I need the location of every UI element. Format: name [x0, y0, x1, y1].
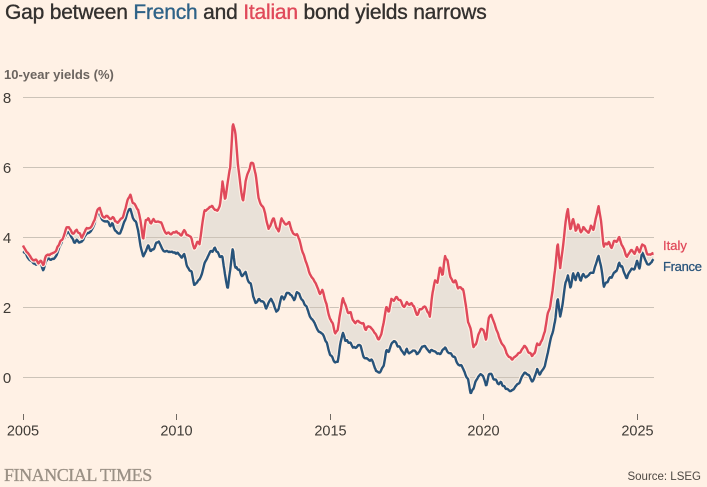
svg-text:6: 6 — [3, 160, 11, 177]
svg-text:2: 2 — [3, 300, 11, 317]
svg-text:2010: 2010 — [160, 424, 192, 440]
svg-text:France: France — [663, 259, 702, 274]
svg-text:2020: 2020 — [467, 424, 499, 440]
svg-text:2015: 2015 — [314, 424, 346, 440]
svg-text:8: 8 — [3, 90, 11, 107]
svg-text:Italy: Italy — [663, 238, 687, 253]
svg-text:4: 4 — [3, 230, 11, 247]
svg-text:0: 0 — [3, 370, 11, 387]
svg-text:2025: 2025 — [621, 424, 653, 440]
svg-text:2005: 2005 — [7, 424, 39, 440]
